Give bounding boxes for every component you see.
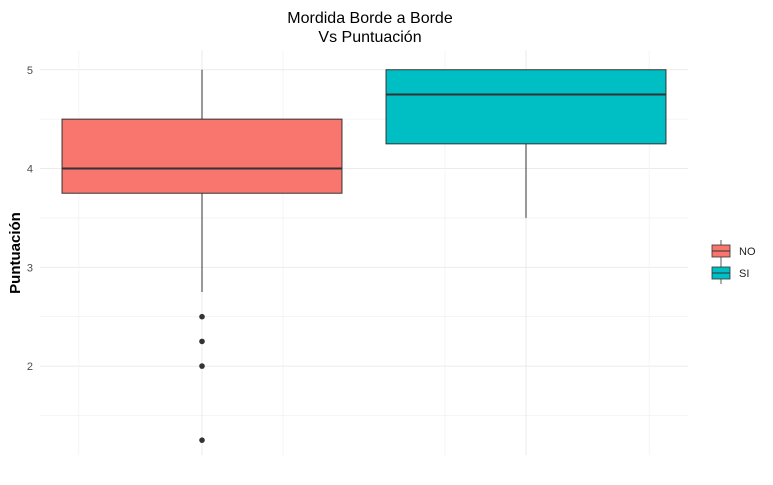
- y-tick-label-4: 4: [27, 164, 33, 176]
- box-body-NO: [61, 118, 343, 194]
- outlier-NO-1: [199, 338, 205, 345]
- legend-label-SI: SI: [739, 268, 749, 280]
- legend-item-NO: NO: [711, 240, 756, 262]
- chart-title-line-1: Mordida Borde a Borde: [287, 10, 453, 27]
- legend-item-SI: SI: [711, 262, 749, 284]
- chart-title-line-2: Vs Puntuación: [318, 29, 421, 46]
- y-axis-label: Puntuación: [7, 212, 24, 294]
- outlier-NO-2: [199, 363, 205, 369]
- outlier-NO-0: [199, 313, 205, 320]
- box-NO: [61, 69, 343, 443]
- outlier-NO-3: [199, 437, 205, 443]
- y-tick-label-2: 2: [27, 361, 33, 373]
- y-tick-label-5: 5: [27, 65, 33, 77]
- legend: NO SI: [711, 240, 756, 284]
- y-tick-label-3: 3: [27, 262, 33, 274]
- box-SI: [385, 69, 667, 218]
- legend-label-NO: NO: [739, 246, 756, 258]
- box-body-SI: [385, 69, 667, 145]
- y-axis-ticks: 2 3 4 5: [27, 65, 33, 373]
- boxes: [61, 69, 667, 443]
